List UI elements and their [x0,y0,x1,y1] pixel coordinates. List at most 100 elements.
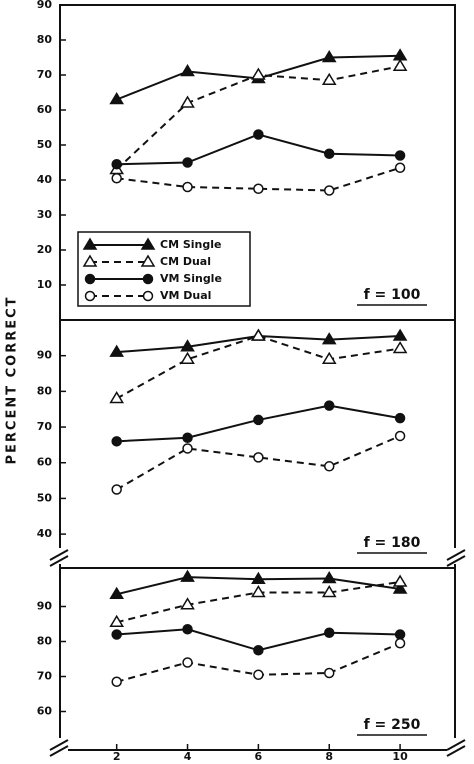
marker [394,638,406,649]
marker [251,585,266,598]
y-tick-label: 80 [37,384,53,397]
marker [84,290,96,302]
annotation: f = 180 [364,535,421,551]
marker [142,290,154,302]
marker [182,157,193,168]
y-tick-label: 40 [37,173,53,186]
marker [323,667,335,679]
marker [82,237,98,250]
marker [321,571,337,584]
marker [142,273,154,285]
marker [251,67,266,80]
x-tick-label: 2 [113,750,121,763]
marker [180,95,195,108]
marker [392,581,408,594]
x-tick-label: 6 [255,750,263,763]
marker [321,72,337,85]
marker [394,162,406,173]
annotation: f = 100 [364,287,421,303]
marker [109,92,125,105]
marker [180,351,195,365]
marker [182,657,193,668]
series-line [116,435,401,491]
marker [82,254,98,267]
y-tick-label: 90 [37,600,53,613]
marker [111,676,122,687]
marker [392,328,408,341]
marker [394,412,406,424]
marker [180,339,195,352]
marker [253,183,264,194]
y-tick-label: 20 [37,243,53,256]
marker [180,64,195,77]
legend-label: VM Dual [160,289,211,302]
marker [253,452,264,463]
marker [111,629,122,640]
y-tick-label: 60 [37,103,53,116]
y-tick-label: 80 [37,33,53,46]
marker [323,627,335,638]
x-tick-label: 8 [325,750,333,763]
marker [182,432,193,444]
marker [321,351,337,365]
marker [394,629,406,640]
marker [392,48,408,61]
marker [251,571,266,584]
y-tick-label: 50 [37,138,53,151]
marker [140,254,156,267]
legend-label: VM Single [160,272,222,285]
marker [111,484,122,495]
marker [111,173,122,184]
y-tick-label: 90 [37,0,53,11]
marker [392,574,408,587]
marker [182,443,193,454]
marker [109,586,125,599]
marker [140,237,156,250]
marker [323,400,335,411]
y-tick-label: 80 [37,635,53,648]
marker [323,148,335,159]
marker [321,585,337,598]
marker [321,50,337,63]
marker [182,181,193,193]
marker [109,614,125,627]
marker [180,569,195,582]
marker [323,461,335,472]
y-tick-label: 40 [37,527,53,540]
y-tick-label: 60 [37,705,53,718]
marker [392,58,408,71]
y-tick-label: 90 [37,349,53,362]
y-tick-label: 30 [37,208,53,221]
marker [111,159,122,170]
y-tick-label: 70 [37,420,53,433]
annotation: f = 250 [364,717,421,733]
y-axis-label: PERCENT CORRECT [5,295,20,464]
x-tick-label: 4 [184,750,192,763]
marker [253,645,264,656]
marker [323,185,335,196]
marker [182,624,193,635]
legend-label: CM Single [160,238,221,251]
marker [253,669,264,680]
marker [253,129,264,140]
marker [392,341,408,354]
marker [394,150,406,161]
marker [109,391,125,404]
y-tick-label: 10 [37,278,53,291]
legend-label: CM Dual [160,255,211,268]
y-tick-label: 60 [37,456,53,469]
marker [111,436,122,447]
frame [59,4,456,751]
y-tick-label: 50 [37,491,53,504]
y-tick-label: 70 [37,670,53,683]
y-tick-label: 70 [37,68,53,81]
marker [180,597,195,610]
marker [253,414,264,426]
marker [321,332,337,345]
marker [109,344,125,357]
marker [84,273,96,285]
series-line [116,335,401,400]
x-tick-label: 10 [392,750,408,763]
axis-breaks [49,548,466,757]
